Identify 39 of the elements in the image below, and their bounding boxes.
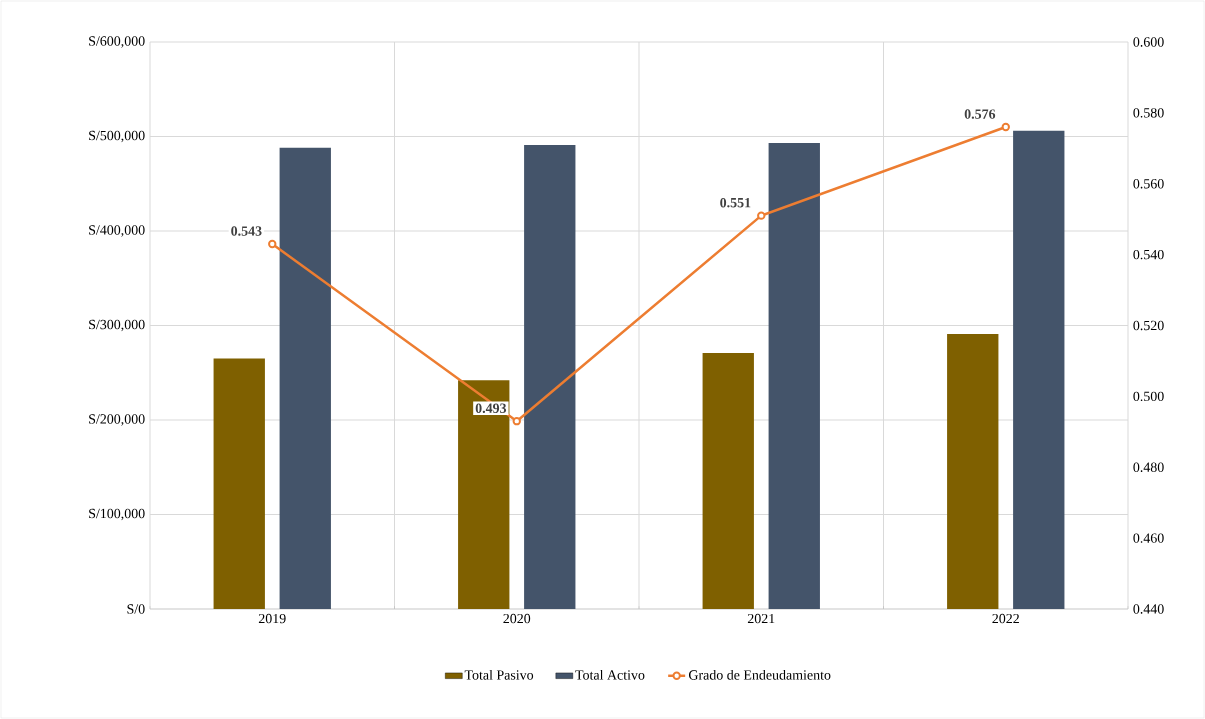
y2-tick-label: 0.600 (1133, 37, 1164, 47)
y-tick-label: S/300,000 (89, 319, 145, 332)
x-tick-label: 2021 (747, 613, 775, 624)
bar (524, 145, 576, 609)
y2-tick-label: 0.560 (1133, 179, 1164, 189)
y-tick-label: S/100,000 (89, 508, 145, 521)
legend-label: Total Pasivo (464, 669, 534, 680)
x-tick-label: 2020 (503, 613, 531, 624)
x-tick-label: 2022 (992, 613, 1019, 624)
y-tick-label: S/0 (127, 604, 145, 614)
bar (1013, 130, 1065, 609)
bar (947, 334, 999, 609)
data-label: 0.576 (964, 109, 996, 119)
y2-tick-label: 0.520 (1133, 320, 1164, 331)
legend-label: Total Activo (575, 669, 645, 680)
y-tick-label: S/400,000 (89, 225, 145, 237)
data-label: 0.543 (231, 226, 262, 236)
bar (279, 147, 331, 609)
data-label: 0.493 (475, 403, 507, 413)
y2-tick-label: 0.580 (1133, 108, 1164, 118)
y-tick-label: S/200,000 (89, 414, 145, 426)
point (268, 239, 277, 249)
y2-tick-label: 0.460 (1133, 533, 1164, 543)
bar (768, 143, 820, 609)
y2-tick-label: 0.440 (1133, 604, 1164, 614)
bar (458, 380, 510, 609)
y-tick-label: S/500,000 (89, 130, 145, 143)
point (757, 211, 766, 220)
bar (213, 358, 265, 609)
point (512, 416, 521, 426)
bar (702, 352, 754, 609)
data-label: 0.551 (720, 197, 751, 208)
y2-tick-label: 0.480 (1133, 462, 1164, 472)
legend-label: Grado de Endeudamiento (688, 669, 831, 680)
y2-tick-label: 0.540 (1133, 249, 1164, 260)
y-tick-label: S/600,000 (89, 36, 145, 48)
x-tick-label: 2019 (258, 613, 286, 624)
y2-tick-label: 0.500 (1133, 391, 1164, 402)
point (1001, 122, 1010, 132)
